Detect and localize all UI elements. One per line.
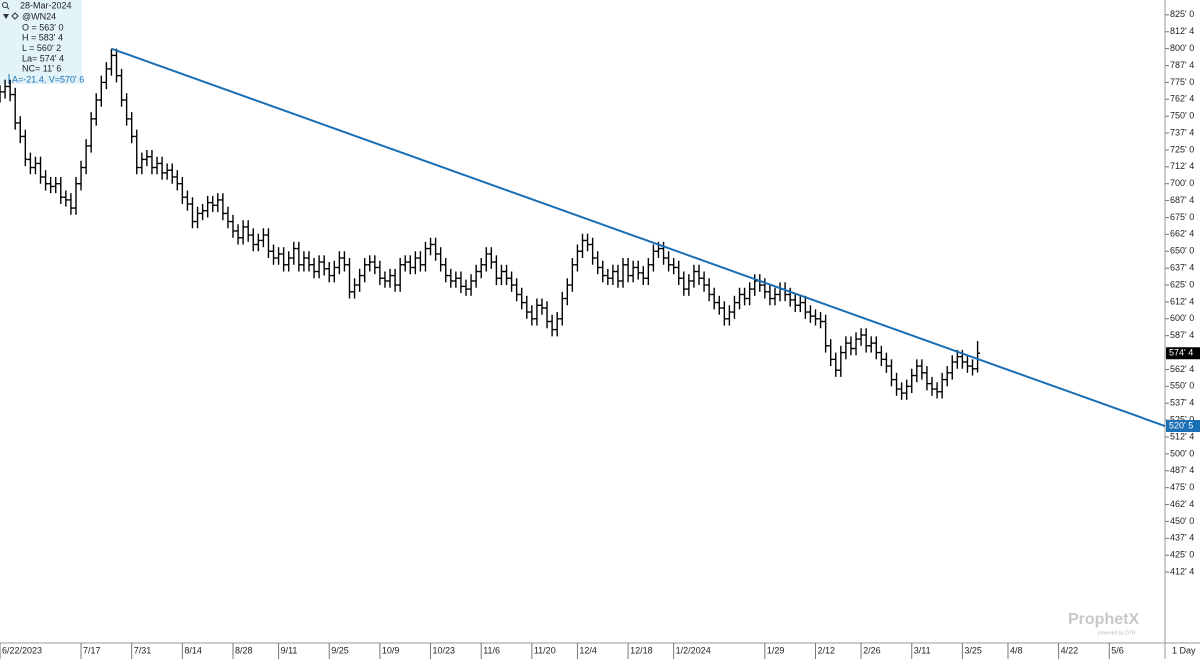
y-tick-label: 475' 0	[1170, 482, 1194, 492]
x-tick-label: 11/6	[483, 645, 500, 655]
search-icon	[6, 6, 10, 10]
info-line: NC= 11' 6	[22, 64, 61, 74]
x-tick-label: 5/6	[1111, 645, 1124, 655]
x-tick-label: 9/25	[331, 645, 349, 655]
watermark-sub: powered by DTN	[1098, 630, 1136, 636]
x-tick-label: 2/12	[818, 645, 836, 655]
info-symbol: @WN24	[22, 11, 56, 21]
y-tick-label: 625' 0	[1170, 279, 1194, 289]
info-date: 28-Mar-2024	[20, 0, 72, 10]
y-tick-label: 550' 0	[1170, 381, 1194, 391]
y-tick-label: 425' 0	[1170, 550, 1194, 560]
x-tick-label: 9/11	[281, 645, 298, 655]
y-tick-label: 762' 4	[1170, 94, 1194, 104]
price-label: 520' 5	[1169, 420, 1193, 430]
y-tick-label: 712' 4	[1170, 161, 1194, 171]
info-line: O = 563' 0	[22, 22, 64, 32]
y-tick-label: 487' 4	[1170, 465, 1194, 475]
y-tick-label: 650' 0	[1170, 246, 1194, 256]
x-tick-label: 8/28	[235, 645, 253, 655]
y-tick-label: 512' 4	[1170, 431, 1194, 441]
y-tick-label: 537' 4	[1170, 398, 1194, 408]
info-values: O = 563' 0H = 583' 4L = 560' 2La= 574' 4…	[22, 22, 64, 73]
y-tick-label: 750' 0	[1170, 111, 1194, 121]
symbol-icon	[11, 12, 19, 20]
y-tick-label: 587' 4	[1170, 330, 1194, 340]
y-tick-label: 600' 0	[1170, 313, 1194, 323]
y-tick-label: 612' 4	[1170, 296, 1194, 306]
x-tick-label: 8/14	[184, 645, 202, 655]
y-tick-label: 825' 0	[1170, 9, 1194, 19]
x-tick-label: 4/8	[1010, 645, 1023, 655]
y-tick-label: 725' 0	[1170, 144, 1194, 154]
y-tick-label: 437' 4	[1170, 533, 1194, 543]
info-line: H = 583' 4	[22, 33, 63, 43]
collapse-icon	[3, 14, 9, 19]
x-tick-label: 12/4	[579, 645, 597, 655]
y-tick-label: 687' 4	[1170, 195, 1194, 205]
y-tick-label: 450' 0	[1170, 516, 1194, 526]
x-tick-label: 1/29	[767, 645, 785, 655]
x-tick-label: 1/2/2024	[676, 645, 711, 655]
y-tick-label: 675' 0	[1170, 212, 1194, 222]
y-tick-label: 462' 4	[1170, 499, 1194, 509]
price-label: 574' 4	[1169, 348, 1193, 358]
x-tick-label: 2/26	[863, 645, 881, 655]
y-tick-label: 775' 0	[1170, 77, 1194, 87]
y-tick-label: 562' 4	[1170, 364, 1194, 374]
y-tick-label: 525' 0	[1170, 414, 1194, 424]
x-tick-label: 3/11	[914, 645, 931, 655]
watermark: ProphetX	[1068, 611, 1139, 628]
y-tick-label: 662' 4	[1170, 229, 1194, 239]
price-label-box	[1166, 347, 1200, 360]
y-tick-label: 637' 4	[1170, 263, 1194, 273]
info-line: La= 574' 4	[22, 53, 64, 63]
y-tick-label: 412' 4	[1170, 566, 1194, 576]
interval-label: 1 Day	[1172, 645, 1196, 655]
x-tick-label: 10/23	[433, 645, 456, 655]
x-tick-label: 4/22	[1061, 645, 1079, 655]
y-tick-label: 800' 0	[1170, 43, 1194, 53]
trendline	[111, 47, 1166, 427]
annotation: A=-21.4, V=570' 6	[12, 74, 84, 84]
y-tick-label: 700' 0	[1170, 178, 1194, 188]
y-tick-label: 787' 4	[1170, 60, 1194, 70]
x-tick-label: 7/17	[83, 645, 101, 655]
x-tick-label: 11/20	[534, 645, 556, 655]
x-tick-label: 7/31	[134, 645, 152, 655]
price-label-box	[1166, 420, 1200, 433]
y-tick-label: 737' 4	[1170, 127, 1194, 137]
y-tick-label: 812' 4	[1170, 26, 1194, 36]
y-tick-label: 500' 0	[1170, 448, 1194, 458]
info-line: L = 560' 2	[22, 43, 61, 53]
x-tick-label: 3/25	[964, 645, 982, 655]
x-tick-label: 12/18	[630, 645, 653, 655]
price-axis-panel	[1165, 0, 1200, 659]
x-tick-label: 6/22/2023	[2, 645, 42, 655]
search-icon	[2, 2, 8, 8]
bars	[0, 48, 981, 400]
x-tick-label: 10/9	[382, 645, 400, 655]
